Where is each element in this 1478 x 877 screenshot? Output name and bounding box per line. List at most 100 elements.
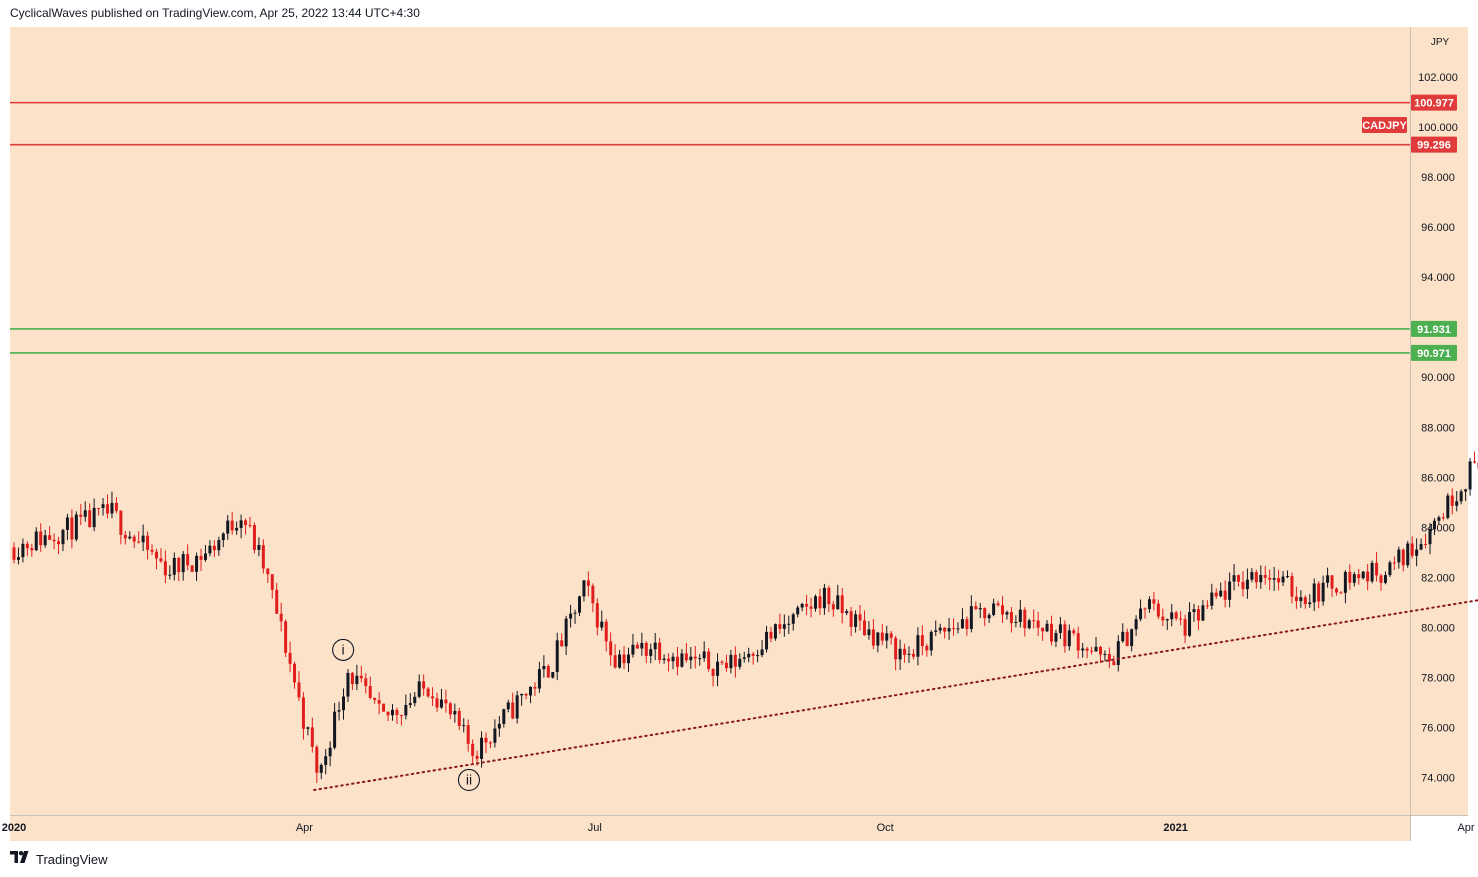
candle-body bbox=[1312, 583, 1316, 603]
candle bbox=[1432, 518, 1436, 536]
candle-body bbox=[16, 557, 20, 560]
candle bbox=[1205, 600, 1209, 609]
candle bbox=[653, 633, 657, 661]
candle-body bbox=[1326, 575, 1330, 583]
candle bbox=[836, 584, 840, 610]
symbol-tag: CADJPY bbox=[1362, 117, 1407, 133]
footer-brand[interactable]: TradingView bbox=[36, 851, 108, 867]
candle bbox=[537, 661, 541, 693]
candle-body bbox=[34, 531, 38, 551]
candle bbox=[199, 548, 203, 572]
candle-body bbox=[1018, 609, 1022, 623]
price-scale-bg[interactable] bbox=[1411, 27, 1468, 815]
y-tick-label: 94.000 bbox=[1421, 272, 1455, 284]
candle-body bbox=[1072, 630, 1076, 634]
candle-body bbox=[831, 604, 835, 610]
candle bbox=[1334, 587, 1338, 596]
wave-label-circle bbox=[457, 768, 481, 792]
candle bbox=[533, 682, 537, 696]
candle-body bbox=[582, 580, 586, 597]
candle bbox=[1268, 569, 1272, 591]
candle-body bbox=[1232, 575, 1236, 582]
candle bbox=[368, 676, 372, 700]
candle bbox=[805, 594, 809, 616]
candles bbox=[12, 451, 1478, 784]
candle-body bbox=[226, 520, 230, 534]
candle bbox=[61, 528, 65, 552]
candle bbox=[114, 497, 118, 514]
time-scale-bg[interactable] bbox=[10, 816, 1410, 841]
candle bbox=[1090, 646, 1094, 655]
candle bbox=[1419, 538, 1423, 551]
candle-body bbox=[515, 695, 519, 719]
candle-body bbox=[1228, 581, 1232, 600]
candle-body bbox=[1250, 572, 1254, 580]
candle-body bbox=[858, 614, 862, 621]
candle-body bbox=[960, 619, 964, 629]
candle-body bbox=[782, 624, 786, 629]
candle-body bbox=[172, 557, 176, 575]
candle bbox=[466, 719, 470, 752]
candle bbox=[1366, 563, 1370, 591]
x-tick-label: Jul bbox=[588, 822, 602, 834]
candle-body bbox=[74, 514, 78, 540]
candle-body bbox=[1290, 575, 1294, 597]
candle-body bbox=[181, 554, 185, 573]
candle bbox=[658, 637, 662, 664]
candle-body bbox=[680, 653, 684, 667]
candle-body bbox=[257, 545, 261, 550]
candle bbox=[1303, 595, 1307, 609]
candle bbox=[74, 511, 78, 542]
candle-body bbox=[1450, 495, 1454, 506]
candle bbox=[591, 583, 595, 613]
candle-body bbox=[1303, 597, 1307, 605]
candle-body bbox=[248, 525, 252, 527]
candle bbox=[1383, 571, 1387, 585]
candle-body bbox=[1058, 624, 1062, 633]
candle-body bbox=[929, 631, 933, 651]
candle bbox=[150, 544, 154, 556]
price-tag-0: 100.977 bbox=[1411, 94, 1457, 111]
candle bbox=[163, 550, 167, 584]
candle-body bbox=[1076, 633, 1080, 651]
candle bbox=[1036, 611, 1040, 637]
candle bbox=[1067, 624, 1071, 651]
candle-body bbox=[1286, 575, 1290, 577]
candle bbox=[1045, 619, 1049, 633]
candle-body bbox=[395, 709, 399, 716]
candle-body bbox=[573, 612, 577, 614]
candle bbox=[1357, 568, 1361, 585]
candle bbox=[1005, 610, 1009, 620]
candle-body bbox=[640, 642, 644, 649]
candle bbox=[1152, 592, 1156, 611]
x-tick-label: Apr bbox=[1457, 822, 1474, 834]
candle-body bbox=[546, 665, 550, 678]
candle bbox=[1232, 564, 1236, 591]
candle-body bbox=[840, 595, 844, 614]
candle-body bbox=[1205, 605, 1209, 607]
candle bbox=[123, 530, 127, 545]
candle-body bbox=[733, 654, 737, 667]
candle-body bbox=[350, 672, 354, 685]
tradingview-logo-icon[interactable] bbox=[10, 850, 30, 868]
candle bbox=[595, 598, 599, 636]
candle bbox=[1406, 540, 1410, 568]
candle-body bbox=[862, 620, 866, 636]
candle-body bbox=[1139, 608, 1143, 620]
candle bbox=[720, 660, 724, 666]
wave-label-text: i bbox=[342, 641, 345, 657]
candle bbox=[1424, 533, 1428, 549]
candle bbox=[390, 704, 394, 721]
candle-body bbox=[324, 756, 328, 765]
candle bbox=[1446, 493, 1450, 520]
wave-labels: iiiiii(a)(b)(c)iv(i)(ii)(iii)(iv)(v) bbox=[332, 638, 481, 792]
candle-body bbox=[208, 545, 212, 554]
candle-body bbox=[1188, 612, 1192, 636]
candle-body bbox=[1437, 517, 1441, 521]
candle bbox=[248, 516, 252, 528]
candle bbox=[555, 632, 559, 681]
candle-body bbox=[992, 603, 996, 616]
candle bbox=[1143, 607, 1147, 619]
candle-body bbox=[555, 640, 559, 673]
